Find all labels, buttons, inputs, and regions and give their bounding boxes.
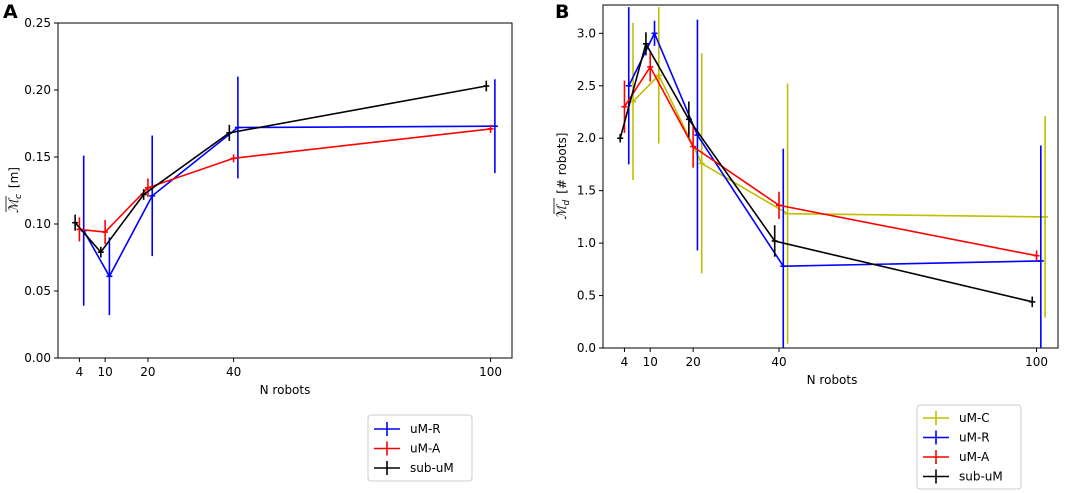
- panel-b-x-tick-label: 10: [643, 355, 658, 369]
- panel-a-y-tick-label: 0.15: [24, 150, 51, 164]
- legend-label: uM-R: [410, 422, 441, 436]
- panel-a-series: [72, 76, 498, 316]
- panel-b-x-tick-label: 20: [686, 355, 701, 369]
- panel-b-x-tick-label: 4: [621, 355, 629, 369]
- panel-a-legend-item-um-r: uM-R: [374, 422, 441, 436]
- panel-b-y-axis-unit: [# robots]: [555, 133, 569, 194]
- panel-b-legend-item-um-r: uM-R: [923, 430, 990, 445]
- panel-b-legend-box: [916, 404, 1022, 490]
- svg-text:ℳc[m]: ℳc [m]: [7, 167, 24, 213]
- panel-b-series-um-a: [621, 52, 1040, 261]
- legend-label: sub-uM: [410, 461, 454, 475]
- panel-b-y-axis-symbol: ℳ: [555, 203, 570, 219]
- panel-a-y-axis-unit: [m]: [7, 167, 21, 188]
- panel-b-series: [617, 7, 1049, 348]
- panel-b-y-ticks: 0.0 0.5 1.0 1.5 2.0 2.5 3.0: [577, 26, 603, 355]
- panel-a-y-tick-label: 0.25: [24, 16, 51, 30]
- panel-b-x-axis-label: N robots: [807, 373, 858, 387]
- panel-b-y-tick-label: 3.0: [577, 26, 596, 40]
- panel-a-series-sub-um: [72, 80, 490, 258]
- panel-b-legend: uM-C uM-R uM-A sub-uM: [916, 404, 1022, 490]
- panel-a-letter: A: [3, 1, 18, 23]
- panel-b-y-tick-label: 0.5: [577, 289, 596, 303]
- legend-label: sub-uM: [959, 470, 1003, 484]
- panel-a-y-axis-symbol: ℳ: [7, 197, 22, 213]
- panel-a-y-axis-subscript: c: [14, 194, 24, 199]
- panel-b-y-tick-label: 2.5: [577, 79, 596, 93]
- legend-label: uM-R: [959, 431, 990, 445]
- panel-a-legend-item-um-a: uM-A: [374, 441, 441, 456]
- panel-a-y-ticks: 0.00 0.05 0.10 0.15 0.20 0.25: [24, 16, 58, 365]
- panel-a-plot-frame: [57, 22, 513, 359]
- panel-a-y-tick-label: 0.20: [24, 83, 51, 97]
- legend-label: uM-C: [959, 411, 990, 425]
- panel-a-series-um-a: [76, 124, 494, 245]
- panel-b-legend-item-um-a: uM-A: [923, 450, 990, 464]
- panel-b-y-axis-subscript: d: [562, 199, 572, 205]
- panel-a-legend-item-sub-um: sub-uM: [374, 461, 454, 475]
- panel-b-legend-item-sub-um: sub-uM: [923, 469, 1003, 484]
- panel-a-legend: uM-R uM-A sub-uM: [367, 414, 473, 482]
- panel-a-x-tick-label: 40: [226, 365, 241, 379]
- panel-b-letter: B: [555, 1, 569, 23]
- panel-a-y-tick-label: 0.05: [24, 284, 51, 298]
- panel-b-series-um-c: [630, 7, 1049, 344]
- panel-b-legend-item-um-c: uM-C: [923, 411, 990, 425]
- legend-label: uM-A: [410, 442, 441, 456]
- panel-b-plot-frame: [602, 4, 1059, 349]
- panel-a-y-axis-label-group: ℳc [m]: [5, 167, 24, 213]
- panel-b-y-tick-label: 0.0: [577, 341, 596, 355]
- panel-a: A 0.00 0.05 0.10 0.15 0.20 0.25 4 10 20 40 100 N …: [3, 1, 513, 482]
- svg-text:ℳd[# robots]: ℳd [# robots]: [555, 133, 572, 220]
- legend-label: uM-A: [959, 450, 990, 464]
- panel-a-x-ticks: 4 10 20 40 100: [76, 358, 502, 379]
- panel-b: B 0.0 0.5 1.0 1.5 2.0 2.5 3.0 4 10 20 40 100 N rob…: [553, 1, 1059, 490]
- panel-a-x-tick-label: 10: [97, 365, 112, 379]
- panel-a-x-tick-label: 4: [76, 365, 84, 379]
- panel-b-y-tick-label: 2.0: [577, 131, 596, 145]
- panel-a-y-tick-label: 0.10: [24, 217, 51, 231]
- panel-b-x-ticks: 4 10 20 40 100: [621, 348, 1048, 369]
- panel-b-x-tick-label: 100: [1025, 355, 1048, 369]
- panel-a-x-axis-label: N robots: [260, 383, 311, 397]
- panel-b-y-tick-label: 1.5: [577, 184, 596, 198]
- panel-a-x-tick-label: 100: [479, 365, 502, 379]
- panel-b-x-tick-label: 40: [771, 355, 786, 369]
- panel-b-y-axis-label-group: ℳd [# robots]: [553, 133, 572, 220]
- panel-b-y-tick-label: 1.0: [577, 236, 596, 250]
- panel-a-y-tick-label: 0.00: [24, 351, 51, 365]
- panel-a-x-tick-label: 20: [140, 365, 155, 379]
- panel-a-legend-box: [367, 414, 473, 482]
- panel-b-series-sub-um: [617, 32, 1036, 308]
